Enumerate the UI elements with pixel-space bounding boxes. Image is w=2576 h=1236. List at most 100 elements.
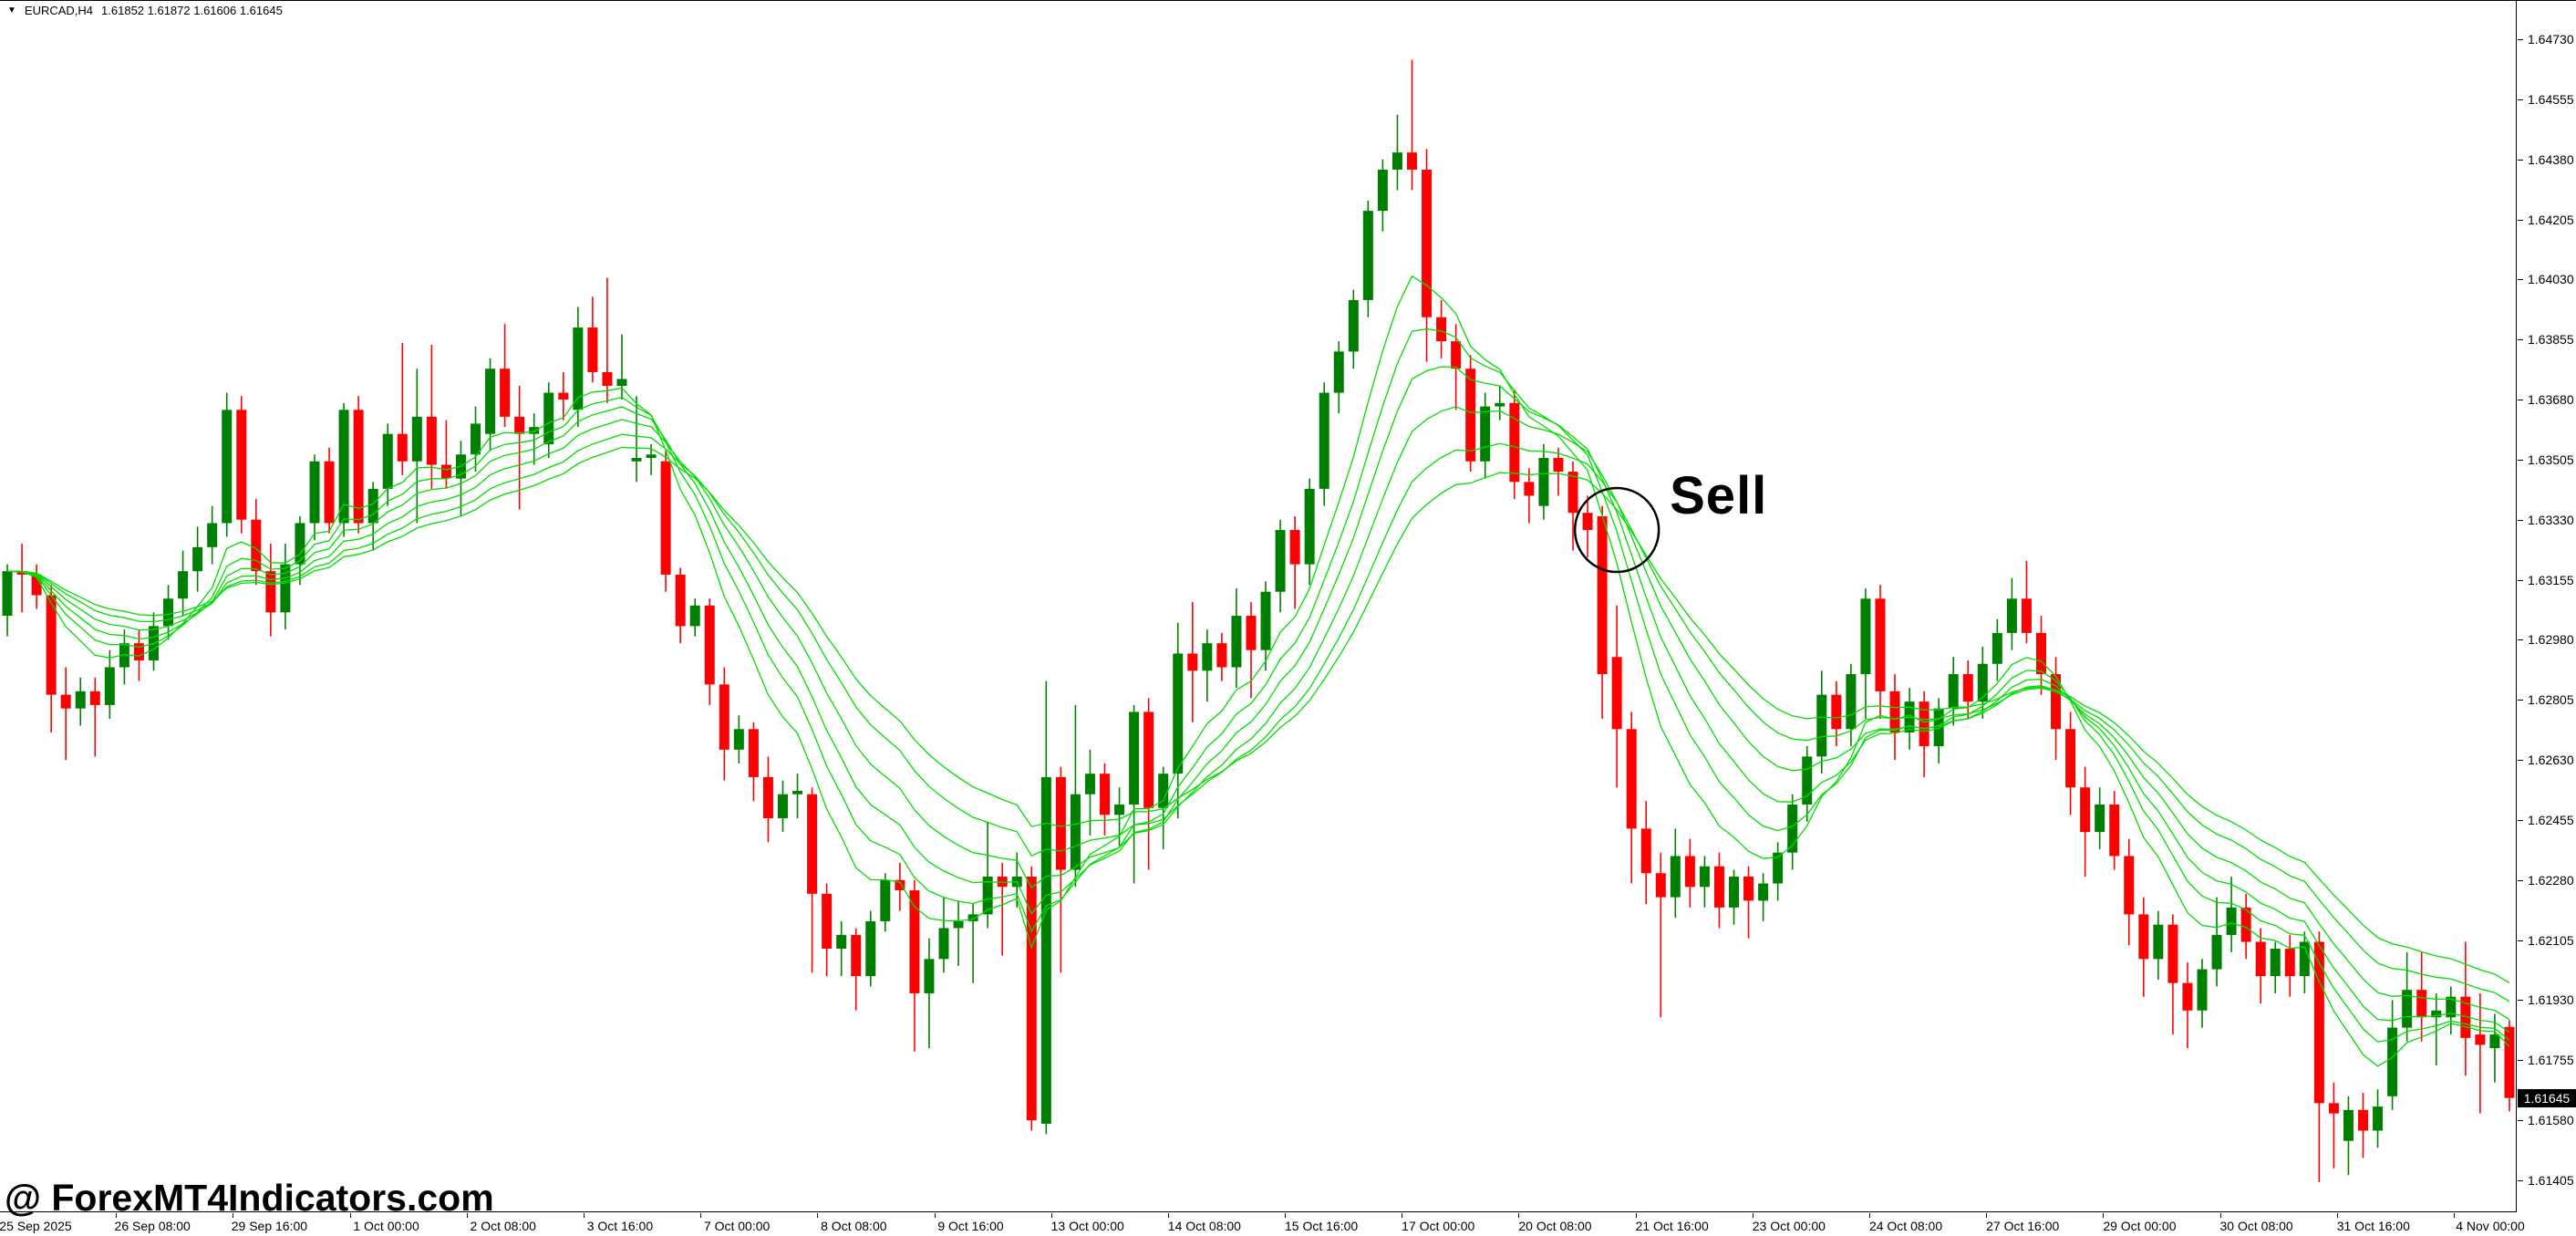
price-axis-tick (2518, 519, 2523, 521)
price-axis-tick (2518, 819, 2523, 821)
candle-body (1202, 643, 1213, 671)
candle-body (2284, 949, 2295, 977)
candle-body (1026, 877, 1037, 1121)
candle-body (2299, 941, 2310, 977)
price-axis-label: 1.62980 (2528, 632, 2574, 648)
candle-body (2240, 907, 2251, 942)
candle-body (1626, 729, 1637, 829)
time-axis-tick (817, 1213, 819, 1218)
candle-body (1275, 530, 1286, 592)
candle-body (1114, 805, 1125, 815)
candle-body (2006, 598, 2017, 633)
candle-body (382, 433, 393, 489)
ma-ribbon-line (6, 446, 2510, 983)
candle-body (1860, 598, 1871, 675)
price-axis-label: 1.64030 (2528, 272, 2574, 287)
time-axis-label: 24 Oct 08:00 (1868, 1219, 1943, 1233)
candle-body (2035, 632, 2046, 675)
candle-body (485, 369, 496, 434)
candle-body (1070, 794, 1081, 870)
candle-body (2021, 598, 2032, 633)
candle-body (2475, 1034, 2486, 1045)
price-axis-label: 1.61930 (2528, 992, 2574, 1008)
candle-body (309, 461, 320, 524)
candle-body (1480, 406, 1491, 462)
candle-body (1655, 873, 1666, 898)
candle-body (953, 920, 964, 929)
candle-body (880, 879, 891, 921)
price-axis-label: 1.62105 (2528, 932, 2574, 948)
candle-body (1802, 756, 1813, 805)
ma-ribbon-line (6, 328, 2510, 1043)
candle-body (1889, 691, 1900, 733)
chart-title-symbol: EURCAD,H4 (24, 4, 94, 17)
price-axis-tick (2518, 639, 2523, 641)
candle-body (1538, 458, 1549, 506)
time-axis-tick (2453, 1213, 2455, 1218)
time-axis-label: 8 Oct 08:00 (821, 1219, 887, 1233)
price-axis-tick (2518, 760, 2523, 762)
price-axis-label: 1.63505 (2528, 452, 2574, 467)
time-axis-label: 25 Sep 2025 (0, 1219, 72, 1233)
chart-canvas[interactable]: Sell ▼ EURCAD,H4 1.61852 1.61872 1.61606… (0, 1, 2517, 1219)
candle-body (2504, 1026, 2515, 1098)
candle-body (1743, 877, 1754, 901)
candle-body (2226, 907, 2237, 935)
price-axis-tick (2518, 1180, 2523, 1181)
candle-body (1567, 472, 1578, 514)
candle-body (1040, 776, 1051, 1124)
candle-body (2313, 941, 2324, 1104)
candle-body (1451, 341, 1462, 369)
candle-body (2255, 941, 2266, 977)
time-axis-tick (1869, 1213, 1871, 1218)
candle-body (1773, 852, 1784, 884)
time-axis: 25 Sep 2025 26 Sep 08:00 29 Sep 16:00 1 Oct… (0, 1213, 2576, 1236)
price-axis-label: 1.63680 (2528, 392, 2574, 408)
candle-body (89, 691, 100, 705)
price-axis-label: 1.61755 (2528, 1053, 2574, 1068)
candle-body (2153, 924, 2164, 960)
candle-body (295, 523, 305, 565)
candle-body (631, 458, 642, 462)
candle-body (46, 595, 57, 695)
price-axis: 1.64730 1.64555 1.64380 1.64205 1.64030 1.638… (2518, 1, 2576, 1212)
time-axis-label: 3 Oct 16:00 (586, 1219, 654, 1233)
candle-body (2109, 805, 2120, 857)
time-axis-label: 14 Oct 08:00 (1167, 1219, 1241, 1233)
time-axis-tick (934, 1213, 936, 1218)
candle-body (163, 598, 174, 627)
candle-body (1670, 856, 1681, 898)
candle-body (660, 461, 671, 575)
candle-body (1173, 653, 1184, 774)
time-axis-label: 17 Oct 00:00 (1402, 1219, 1475, 1233)
time-axis-label: 20 Oct 08:00 (1518, 1219, 1592, 1233)
candle-body (1524, 482, 1535, 496)
candle-body (2197, 969, 2208, 1011)
candle-body (1100, 774, 1111, 815)
candle-body (1246, 616, 1257, 650)
candle-body (1640, 828, 1651, 874)
candle-body (1933, 708, 1944, 747)
candle-body (1231, 616, 1242, 668)
time-axis-tick (1050, 1213, 1052, 1218)
candle-body (675, 574, 686, 627)
watermark-text: @ ForexMT4Indicators.com (5, 1177, 494, 1219)
candle-body (851, 934, 862, 977)
candle-body (543, 392, 554, 444)
ma-ribbon-line (6, 366, 2510, 1033)
sell-annotation-label[interactable]: Sell (1670, 466, 1768, 526)
candle-body (367, 488, 378, 524)
candle-body (1611, 657, 1622, 730)
candle-body (1391, 152, 1402, 170)
time-axis-tick (349, 1213, 351, 1218)
candle-body (1875, 598, 1886, 691)
time-axis-tick (466, 1213, 468, 1218)
candle-body (1084, 774, 1095, 795)
time-axis-label: 13 Oct 00:00 (1050, 1219, 1124, 1233)
candle-body (529, 427, 540, 434)
price-axis-label: 1.64730 (2528, 32, 2574, 47)
candle-body (1260, 591, 1271, 650)
candle-body (133, 643, 144, 660)
candle-body (471, 423, 481, 455)
candle-body (1758, 883, 1769, 901)
